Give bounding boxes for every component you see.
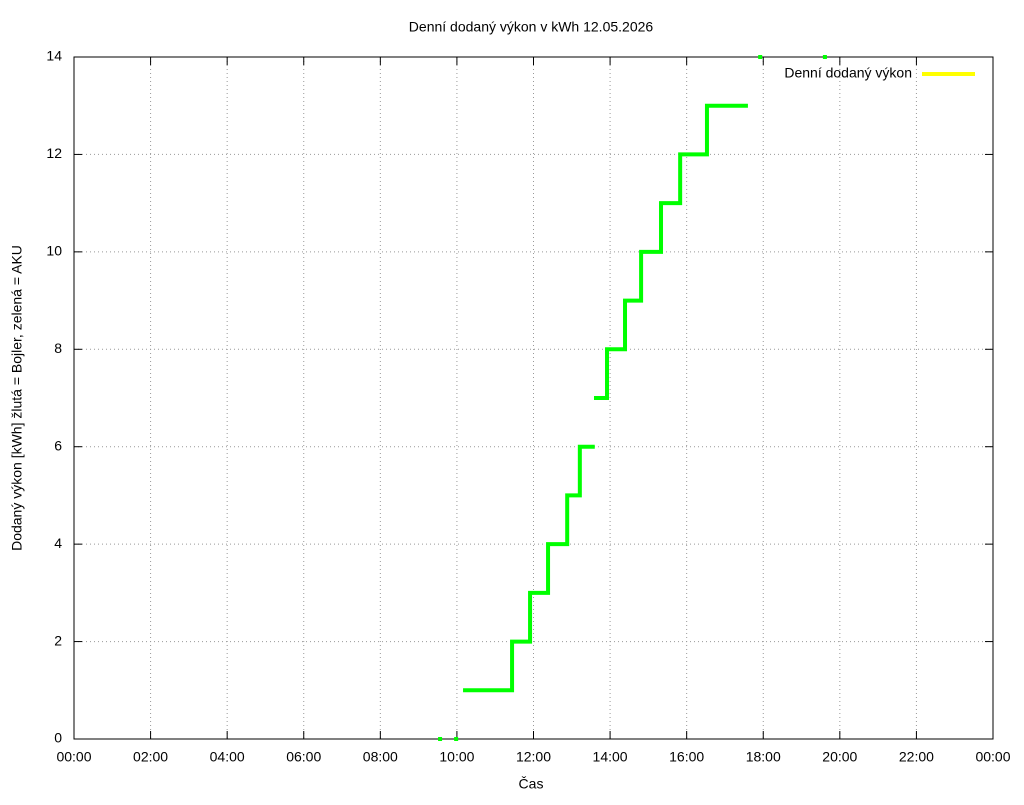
- y-tick-label: 12: [46, 145, 62, 161]
- y-tick-label: 8: [54, 340, 62, 356]
- y-tick-label: 6: [54, 437, 62, 453]
- y-tick-label: 10: [46, 243, 62, 259]
- x-tick-label: 04:00: [210, 749, 245, 765]
- x-tick-label: 18:00: [746, 749, 781, 765]
- x-tick-label: 06:00: [286, 749, 321, 765]
- x-tick-label: 14:00: [593, 749, 628, 765]
- y-tick-label: 0: [54, 730, 62, 746]
- x-tick-label: 08:00: [363, 749, 398, 765]
- y-tick-label: 4: [54, 535, 62, 551]
- x-tick-label: 12:00: [516, 749, 551, 765]
- x-tick-label: 22:00: [899, 749, 934, 765]
- x-tick-label: 00:00: [56, 749, 91, 765]
- y-axis-label: Dodaný výkon [kWh] žlutá = Bojler, zelen…: [9, 245, 25, 551]
- plot-frame: [73, 56, 994, 740]
- x-tick-label: 00:00: [975, 749, 1010, 765]
- data-line: [463, 444, 595, 693]
- y-tick-label: 2: [54, 632, 62, 648]
- x-tick-label: 02:00: [133, 749, 168, 765]
- y-tick-label: 14: [46, 48, 62, 64]
- data-line: [594, 103, 748, 400]
- x-tick-label: 10:00: [439, 749, 474, 765]
- x-tick-label: 16:00: [669, 749, 704, 765]
- x-axis-label: Čas: [519, 776, 544, 792]
- x-tick-label: 20:00: [822, 749, 857, 765]
- chart-title: Denní dodaný výkon v kWh 12.05.2026: [409, 19, 654, 35]
- legend-label: Denní dodaný výkon: [784, 65, 912, 81]
